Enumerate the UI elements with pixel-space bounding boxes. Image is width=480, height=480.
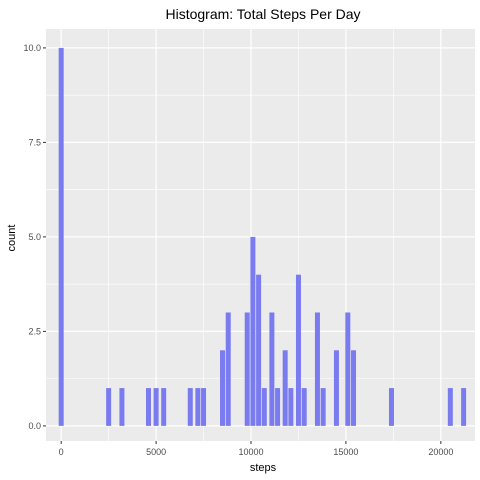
x-tick-label: 15000 [333, 447, 358, 457]
histogram-bar [220, 350, 226, 426]
histogram-bar [301, 388, 307, 426]
x-tick-label: 0 [59, 447, 64, 457]
histogram-bar [333, 350, 339, 426]
histogram-bar [345, 312, 351, 426]
histogram-bar [388, 388, 394, 426]
histogram-bar [161, 388, 167, 426]
y-tick-label: 2.5 [28, 326, 41, 336]
chart-title: Histogram: Total Steps Per Day [165, 6, 360, 22]
y-tick-label: 7.5 [28, 137, 41, 147]
bars [58, 47, 467, 426]
histogram-bar [351, 350, 357, 426]
y-tick-label: 10.0 [23, 43, 41, 53]
histogram-bar [295, 274, 301, 426]
histogram-bar [447, 388, 453, 426]
histogram-bar [58, 47, 64, 426]
y-tick-label: 5.0 [28, 232, 41, 242]
x-axis-label: steps [250, 462, 277, 474]
histogram-bar [288, 388, 294, 426]
x-axis-ticks: 0 5000 10000 15000 20000 [59, 441, 453, 457]
histogram-bar [269, 312, 275, 426]
histogram-bar [195, 388, 201, 426]
y-tick-label: 0.0 [28, 421, 41, 431]
histogram-bar [261, 388, 267, 426]
histogram-bar [201, 388, 207, 426]
histogram-bar [320, 388, 326, 426]
histogram-bar [282, 350, 288, 426]
x-tick-label: 20000 [428, 447, 453, 457]
histogram-bar [106, 388, 112, 426]
y-axis-ticks: 0.0 2.5 5.0 7.5 10.0 [23, 43, 46, 431]
histogram-bar [250, 236, 256, 426]
histogram-bar [153, 388, 159, 426]
histogram-bar [244, 312, 250, 426]
y-axis-label: count [6, 225, 18, 252]
histogram-bar [461, 388, 467, 426]
histogram-bar [314, 312, 320, 426]
x-tick-label: 10000 [238, 447, 263, 457]
histogram-bar [225, 312, 231, 426]
histogram-bar [187, 388, 193, 426]
x-tick-label: 5000 [146, 447, 166, 457]
histogram-bar [146, 388, 152, 426]
histogram-bar [119, 388, 125, 426]
histogram-bar [256, 274, 262, 426]
histogram-bar [275, 388, 281, 426]
